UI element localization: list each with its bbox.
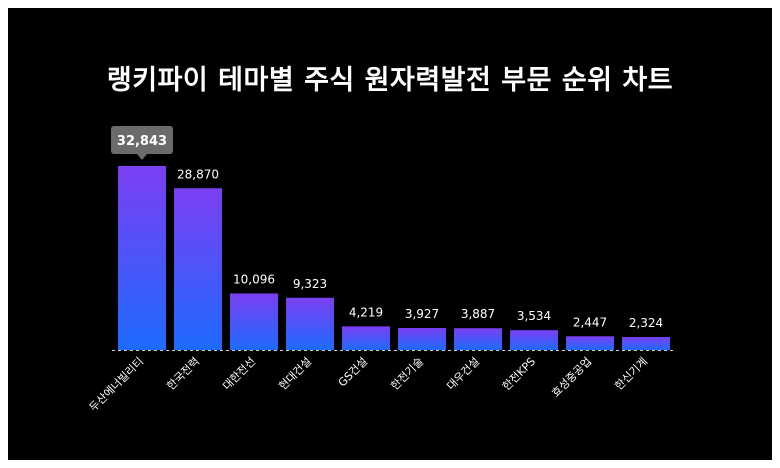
category-label-3: 대한전선 [220, 355, 258, 393]
bar-4[interactable] [286, 297, 334, 350]
value-label-7: 3,887 [461, 307, 495, 321]
value-label-1: 32,843 [117, 134, 167, 149]
bar-8[interactable] [510, 330, 558, 350]
bar-6[interactable] [398, 327, 446, 350]
value-label-6: 3,927 [405, 307, 439, 321]
bars-group: 32,843 두산에너빌리티 28,870 한국전력 10,096 대한전선 9,323 현대… [87, 126, 670, 414]
bar-3[interactable] [230, 293, 278, 350]
value-tooltip [111, 126, 173, 154]
category-label-4: 현대건설 [276, 355, 314, 393]
value-label-2: 28,870 [177, 167, 219, 181]
bar-chart: 32,843 두산에너빌리티 28,870 한국전력 10,096 대한전선 9,323 현대… [87, 126, 676, 414]
category-label-2: 한국전력 [164, 355, 202, 393]
category-label-5: GS건설 [336, 355, 370, 389]
bar-1[interactable] [118, 166, 166, 350]
value-label-9: 2,447 [573, 315, 607, 329]
category-label-7: 대우건설 [444, 355, 482, 393]
chart-title: 랭키파이 테마별 주식 원자력발전 부문 순위 차트 [106, 65, 674, 96]
bar-5[interactable] [342, 326, 390, 350]
value-label-4: 9,323 [293, 277, 327, 291]
category-label-6: 한전기술 [388, 355, 426, 393]
bar-7[interactable] [454, 328, 502, 350]
bar-9[interactable] [566, 336, 614, 350]
category-label-10: 한신기계 [612, 355, 650, 393]
chart-frame: 랭키파이 테마별 주식 원자력발전 부문 순위 차트 32,843 두산에너빌리티… [8, 8, 772, 460]
value-label-5: 4,219 [349, 305, 383, 319]
bar-10[interactable] [622, 336, 670, 350]
category-label-9: 효성중공업 [549, 355, 594, 400]
tooltip-pointer [137, 154, 147, 160]
category-label-8: 한전KPS [500, 355, 538, 393]
bar-2[interactable] [174, 188, 222, 350]
category-label-1: 두산에너빌리티 [87, 355, 146, 414]
value-label-8: 3,534 [517, 309, 551, 323]
value-label-10: 2,324 [629, 316, 663, 330]
value-label-3: 10,096 [233, 272, 275, 286]
